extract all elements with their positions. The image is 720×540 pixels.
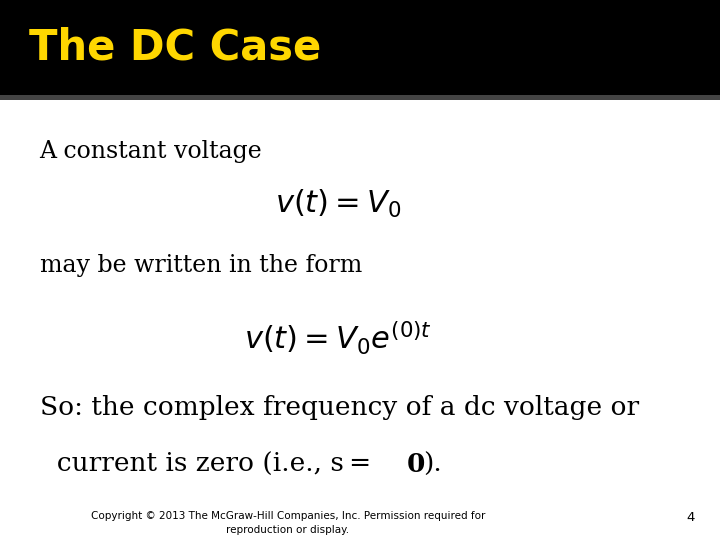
Text: 4: 4 [686,511,695,524]
Text: So: the complex frequency of a dc voltage or: So: the complex frequency of a dc voltag… [40,395,639,420]
Text: Copyright © 2013 The McGraw-Hill Companies, Inc. Permission required for
reprodu: Copyright © 2013 The McGraw-Hill Compani… [91,511,485,535]
Text: $v(t)  =  V_0 e^{(0)t}$: $v(t) = V_0 e^{(0)t}$ [244,320,433,357]
Text: The DC Case: The DC Case [29,26,321,68]
Text: current is zero (i.e., s =: current is zero (i.e., s = [40,452,376,477]
Text: 0: 0 [407,452,426,477]
Text: $v(t)  =  V_0$: $v(t) = V_0$ [275,188,402,220]
Text: may be written in the form: may be written in the form [40,254,362,277]
Text: A constant voltage: A constant voltage [40,139,262,163]
Text: ).: ). [423,452,441,477]
